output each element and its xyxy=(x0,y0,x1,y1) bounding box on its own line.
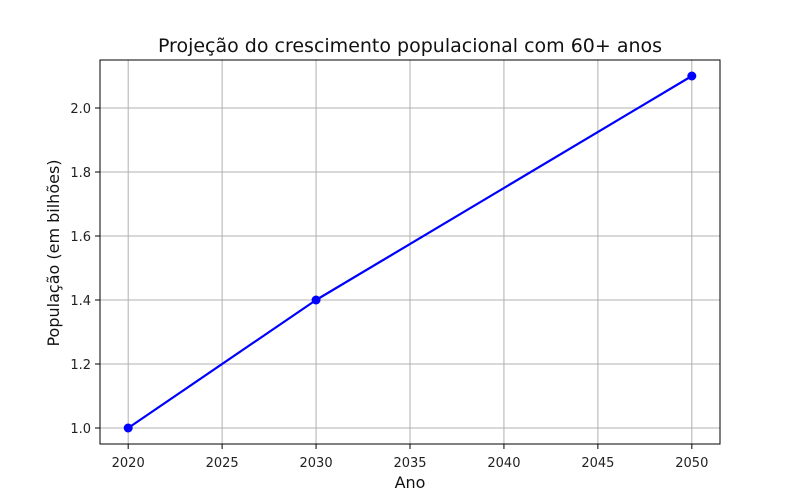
y-axis-ticks: 1.0 1.2 1.4 1.6 1.8 2.0 xyxy=(70,102,100,437)
y-tick-label: 1.6 xyxy=(70,230,91,245)
data-point xyxy=(123,423,133,433)
x-axis-title: Ano xyxy=(395,473,426,492)
x-tick-label: 2045 xyxy=(581,456,614,471)
y-tick-label: 1.2 xyxy=(70,358,91,373)
grid-lines xyxy=(100,60,720,444)
y-tick-label: 1.0 xyxy=(70,422,91,437)
y-tick-label: 1.4 xyxy=(70,294,91,309)
data-series xyxy=(123,71,697,433)
data-point xyxy=(311,295,321,305)
y-axis-title: População (em bilhões) xyxy=(44,159,63,346)
x-tick-label: 2030 xyxy=(300,456,333,471)
data-point xyxy=(687,71,697,81)
x-tick-label: 2050 xyxy=(675,456,708,471)
y-tick-label: 1.8 xyxy=(70,166,91,181)
chart-title: Projeção do crescimento populacional com… xyxy=(158,35,662,57)
x-tick-label: 2040 xyxy=(487,456,520,471)
x-tick-label: 2020 xyxy=(112,456,145,471)
x-tick-label: 2025 xyxy=(206,456,239,471)
x-tick-label: 2035 xyxy=(393,456,426,471)
y-tick-label: 2.0 xyxy=(70,102,91,117)
x-axis-ticks: 2020 2025 2030 2035 2040 2045 2050 xyxy=(112,444,708,471)
